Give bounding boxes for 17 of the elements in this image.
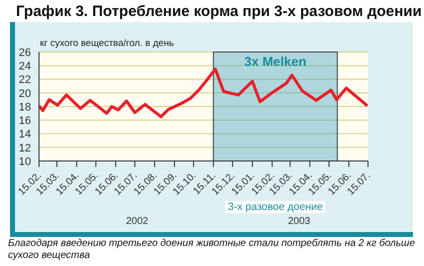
line-series <box>39 68 368 118</box>
text: 2002 <box>126 216 148 227</box>
y-tick-label: 14 <box>18 128 31 141</box>
y-tick-label: 20 <box>18 88 31 100</box>
text: 3-х разовое доение <box>225 201 326 213</box>
y-tick-label: 16 <box>18 115 31 128</box>
y-tick-label: 10 <box>18 156 31 168</box>
text: Благодаря введению третьего доения животные стали потреблять на 2 кг больше сухого вещества <box>8 238 416 262</box>
band-label: 3x Melken <box>244 54 306 70</box>
chart-title: График 3. Потребление корма при 3-х разовом доении <box>16 3 422 20</box>
y-axis-title: кг сухого вещества/гол. в день <box>40 38 174 49</box>
text: 2003 <box>288 216 310 227</box>
y-tick-label: 18 <box>18 101 31 114</box>
y-tick-label: 12 <box>18 142 31 154</box>
y-tick-label: 22 <box>18 74 31 86</box>
y-tick-label: 24 <box>18 60 31 73</box>
y-tick-label: 26 <box>18 46 31 59</box>
